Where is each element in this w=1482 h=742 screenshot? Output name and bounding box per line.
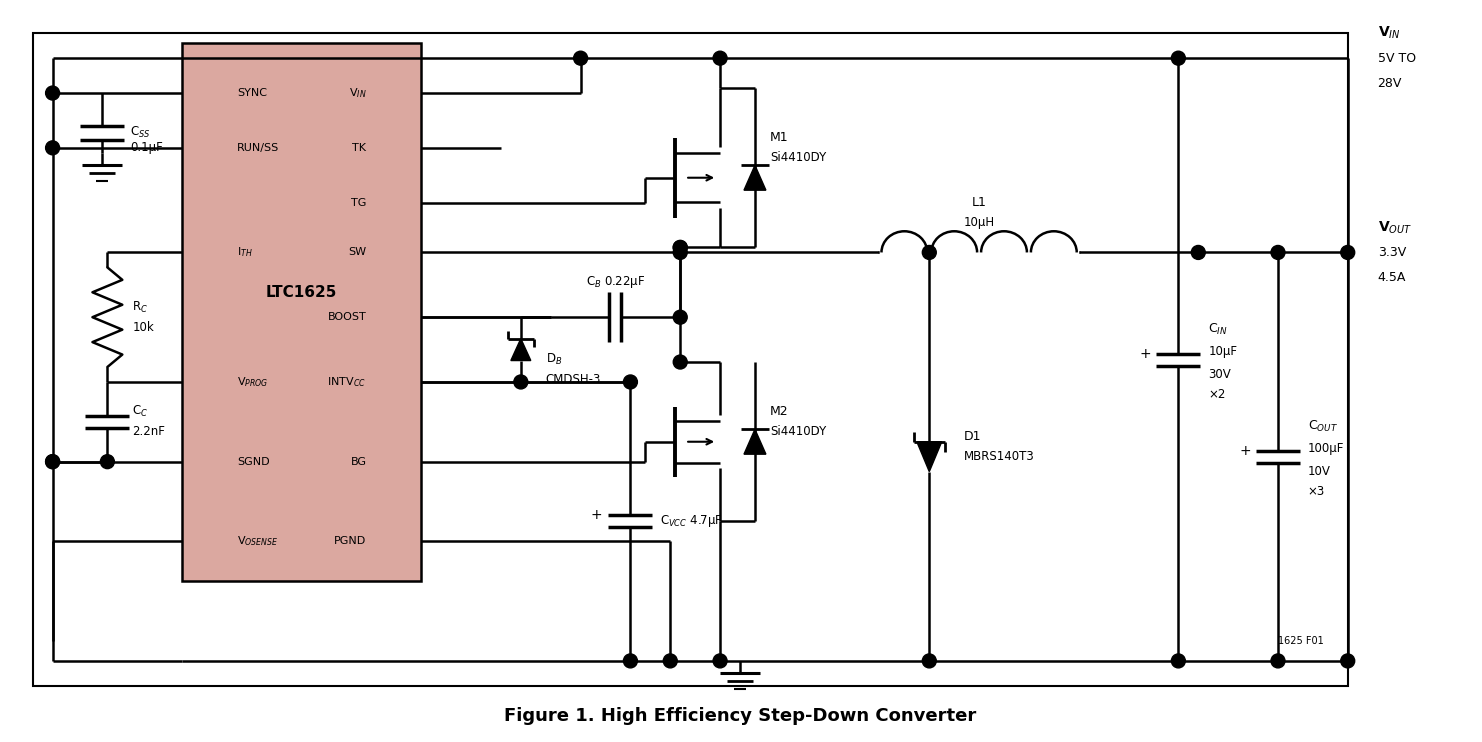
Text: Si4410DY: Si4410DY [769, 151, 825, 164]
Text: 1625 F01: 1625 F01 [1277, 636, 1323, 646]
Circle shape [624, 654, 637, 668]
Circle shape [1341, 654, 1355, 668]
Circle shape [1272, 654, 1285, 668]
Text: V$_{PROG}$: V$_{PROG}$ [237, 375, 268, 389]
Text: C$_C$: C$_C$ [132, 404, 148, 419]
Circle shape [574, 51, 587, 65]
Text: 10μF: 10μF [1208, 345, 1237, 358]
Text: R$_C$: R$_C$ [132, 300, 148, 315]
Circle shape [46, 141, 59, 155]
Text: TG: TG [351, 197, 366, 208]
Circle shape [1272, 246, 1285, 260]
Polygon shape [511, 338, 531, 361]
Text: SW: SW [348, 247, 366, 257]
Circle shape [46, 455, 59, 469]
Text: M1: M1 [769, 131, 788, 145]
Text: Si4410DY: Si4410DY [769, 425, 825, 439]
Circle shape [46, 86, 59, 100]
Circle shape [713, 654, 728, 668]
Text: L1: L1 [972, 196, 987, 209]
Text: 28V: 28V [1378, 76, 1402, 90]
Text: INTV$_{CC}$: INTV$_{CC}$ [328, 375, 366, 389]
Text: BOOST: BOOST [328, 312, 366, 322]
Circle shape [673, 355, 688, 369]
Text: C$_B$ 0.22μF: C$_B$ 0.22μF [585, 275, 645, 290]
Text: BG: BG [350, 456, 366, 467]
Text: +: + [1239, 444, 1251, 458]
Text: C$_{SS}$: C$_{SS}$ [130, 125, 151, 140]
Circle shape [514, 375, 528, 389]
Circle shape [673, 240, 688, 255]
Text: Figure 1. High Efficiency Step-Down Converter: Figure 1. High Efficiency Step-Down Conv… [504, 706, 977, 725]
Circle shape [713, 51, 728, 65]
Circle shape [673, 246, 688, 260]
Text: 10k: 10k [132, 321, 154, 334]
Circle shape [673, 310, 688, 324]
Text: ×2: ×2 [1208, 388, 1226, 401]
Text: V$_{OSENSE}$: V$_{OSENSE}$ [237, 534, 279, 548]
Text: +: + [591, 508, 602, 522]
Text: 2.2nF: 2.2nF [132, 425, 165, 439]
Text: I$_{TH}$: I$_{TH}$ [237, 246, 252, 260]
Text: MBRS140T3: MBRS140T3 [965, 450, 1034, 463]
Text: C$_{IN}$: C$_{IN}$ [1208, 322, 1229, 337]
Circle shape [1192, 246, 1205, 260]
Text: SGND: SGND [237, 456, 270, 467]
Circle shape [922, 654, 937, 668]
Text: V$_{IN}$: V$_{IN}$ [1378, 25, 1400, 42]
Text: +: + [1140, 347, 1152, 361]
Text: ×3: ×3 [1309, 485, 1325, 498]
Text: 4.5A: 4.5A [1378, 271, 1406, 284]
Text: 100μF: 100μF [1309, 442, 1344, 455]
Polygon shape [917, 441, 941, 472]
Text: TK: TK [353, 143, 366, 153]
Text: 10μH: 10μH [963, 216, 994, 229]
Text: V$_{IN}$: V$_{IN}$ [348, 86, 366, 100]
Text: D$_B$: D$_B$ [545, 352, 562, 367]
Circle shape [673, 240, 688, 255]
Text: 10V: 10V [1309, 465, 1331, 478]
Text: PGND: PGND [333, 536, 366, 546]
Circle shape [624, 375, 637, 389]
Polygon shape [744, 430, 766, 454]
Text: C$_{OUT}$: C$_{OUT}$ [1309, 419, 1338, 434]
Circle shape [1341, 246, 1355, 260]
Text: 3.3V: 3.3V [1378, 246, 1406, 259]
Circle shape [664, 654, 677, 668]
Text: M2: M2 [769, 405, 788, 418]
Polygon shape [744, 165, 766, 190]
Circle shape [46, 455, 59, 469]
Text: SYNC: SYNC [237, 88, 267, 98]
Text: V$_{OUT}$: V$_{OUT}$ [1378, 220, 1412, 236]
Text: 0.1μF: 0.1μF [130, 141, 163, 154]
Text: LTC1625: LTC1625 [265, 285, 338, 300]
Circle shape [1171, 51, 1186, 65]
Circle shape [1171, 654, 1186, 668]
Text: 30V: 30V [1208, 368, 1232, 381]
Circle shape [922, 246, 937, 260]
Text: 5V TO: 5V TO [1378, 52, 1415, 65]
Circle shape [101, 455, 114, 469]
Text: C$_{VCC}$ 4.7μF: C$_{VCC}$ 4.7μF [661, 513, 723, 530]
Text: CMDSH-3: CMDSH-3 [545, 373, 602, 386]
FancyBboxPatch shape [182, 43, 421, 581]
Text: D1: D1 [965, 430, 981, 443]
Text: RUN/SS: RUN/SS [237, 143, 279, 153]
